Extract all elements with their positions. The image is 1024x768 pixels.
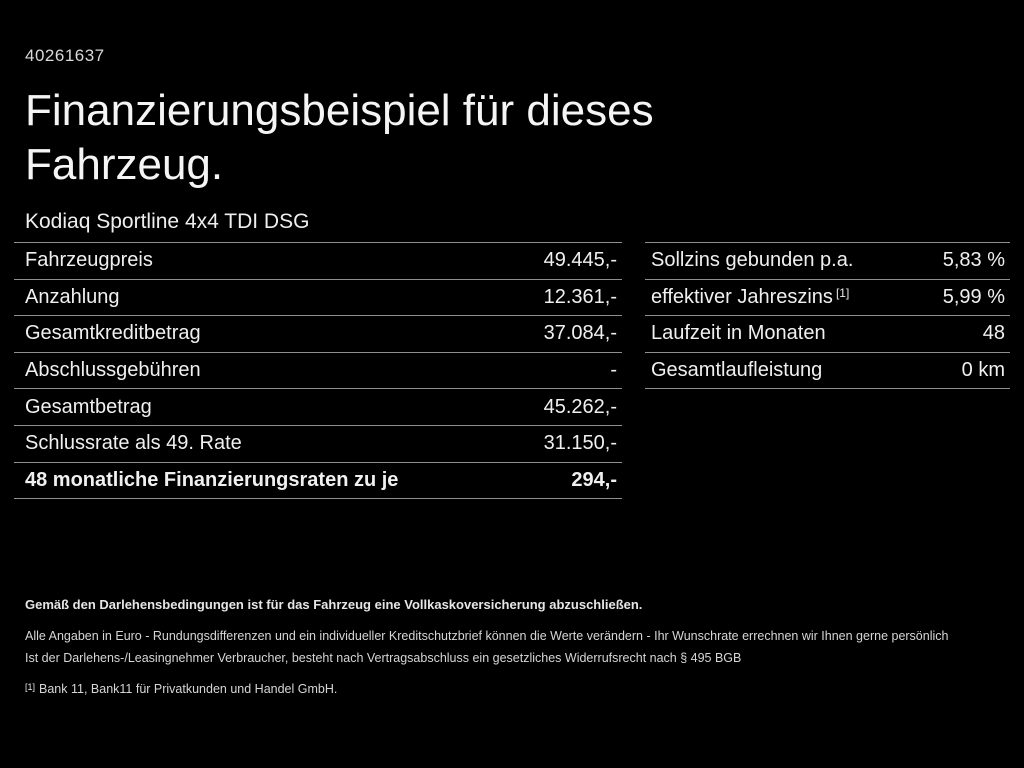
table-row: Gesamtkreditbetrag 37.084,- xyxy=(14,316,622,353)
page-title: Finanzierungsbeispiel für dieses Fahrzeu… xyxy=(25,86,654,189)
footnote-text: Bank 11, Bank11 für Privatkunden und Han… xyxy=(39,682,338,696)
row-label: Gesamtlaufleistung xyxy=(651,359,823,382)
row-value: 5,83 % xyxy=(942,249,1005,272)
vehicle-model-name: Kodiaq Sportline 4x4 TDI DSG xyxy=(25,210,310,233)
row-value: 45.262,- xyxy=(543,395,617,418)
row-value: - xyxy=(610,359,617,382)
row-value: 5,99 % xyxy=(942,285,1005,308)
row-label: Gesamtkreditbetrag xyxy=(25,322,201,345)
row-value: 294,- xyxy=(571,468,617,491)
table-row: Anzahlung 12.361,- xyxy=(14,280,622,317)
disclaimer-line: Alle Angaben in Euro - Rundungsdifferenz… xyxy=(25,629,949,643)
row-value: 12.361,- xyxy=(543,285,617,308)
vehicle-reference-number: 40261637 xyxy=(25,46,105,65)
row-value: 37.084,- xyxy=(543,322,617,345)
row-value: 49.445,- xyxy=(543,249,617,272)
row-label: Schlussrate als 49. Rate xyxy=(25,432,242,455)
row-label: 48 monatliche Finanzierungsraten zu je xyxy=(25,468,399,491)
table-row: Schlussrate als 49. Rate 31.150,- xyxy=(14,426,622,463)
table-row: Laufzeit in Monaten 48 xyxy=(645,316,1010,353)
table-row: Gesamtlaufleistung 0 km xyxy=(645,353,1010,390)
withdrawal-right-note: Ist der Darlehens-/Leasingnehmer Verbrau… xyxy=(25,651,742,665)
row-value: 31.150,- xyxy=(543,432,617,455)
table-row: Sollzins gebunden p.a. 5,83 % xyxy=(645,243,1010,280)
table-row-monthly-rate: 48 monatliche Finanzierungsraten zu je 2… xyxy=(14,463,622,500)
footnote-reference: [1] xyxy=(835,285,850,300)
row-label: effektiver Jahreszins [1] xyxy=(651,285,850,308)
row-label: Laufzeit in Monaten xyxy=(651,322,826,345)
financing-details-table: Fahrzeugpreis 49.445,- Anzahlung 12.361,… xyxy=(14,242,622,500)
footnote-marker: [1] xyxy=(25,682,36,692)
bank-footnote: [1] Bank 11, Bank11 für Privatkunden und … xyxy=(25,682,1005,696)
row-label: Abschlussgebühren xyxy=(25,359,201,382)
row-label: Gesamtbetrag xyxy=(25,395,152,418)
row-value: 0 km xyxy=(961,359,1005,382)
legal-footer: Gemäß den Darlehensbedingungen ist für d… xyxy=(25,597,1005,696)
financing-tables: Fahrzeugpreis 49.445,- Anzahlung 12.361,… xyxy=(14,242,1010,500)
row-value: 48 xyxy=(982,322,1005,345)
table-row: Abschlussgebühren - xyxy=(14,353,622,390)
table-row: Gesamtbetrag 45.262,- xyxy=(14,389,622,426)
table-row: effektiver Jahreszins [1] 5,99 % xyxy=(645,280,1010,317)
row-label: Anzahlung xyxy=(25,285,120,308)
row-label: Sollzins gebunden p.a. xyxy=(651,249,854,272)
insurance-requirement-note: Gemäß den Darlehensbedingungen ist für d… xyxy=(25,597,643,612)
loan-conditions-table: Sollzins gebunden p.a. 5,83 % effektiver… xyxy=(645,242,1010,390)
row-label: Fahrzeugpreis xyxy=(25,249,153,272)
table-row: Fahrzeugpreis 49.445,- xyxy=(14,243,622,280)
